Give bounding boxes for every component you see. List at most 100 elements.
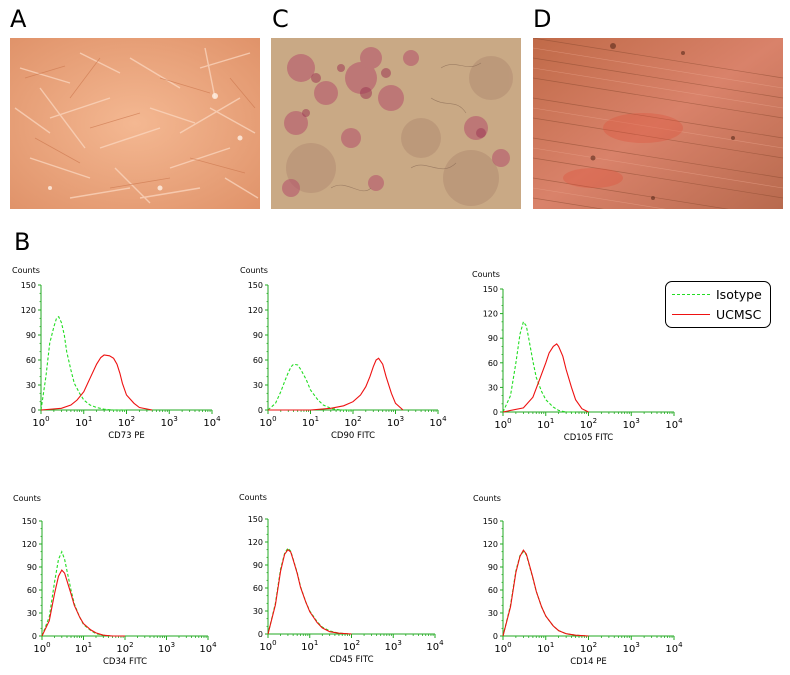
- x-tick-label: 102: [344, 415, 361, 429]
- x-tick-label: 101: [75, 641, 92, 655]
- y-tick-label: 0: [258, 630, 263, 639]
- x-tick-label: 103: [385, 639, 402, 653]
- x-tick-label: 100: [32, 415, 49, 429]
- x-tick-label: 100: [259, 415, 276, 429]
- y-axis-title: Counts: [239, 493, 267, 502]
- micrograph-c: [271, 38, 521, 209]
- x-tick-label: 100: [494, 641, 511, 655]
- x-tick-label: 103: [158, 641, 175, 655]
- series-ucmsc: [268, 357, 404, 411]
- y-axis-title: Counts: [13, 494, 41, 503]
- y-tick-label: 0: [493, 408, 498, 417]
- y-tick-label: 60: [488, 359, 498, 368]
- y-tick-label: 30: [27, 609, 37, 618]
- y-axis-title: Counts: [12, 266, 40, 275]
- series-isotype: [40, 315, 127, 411]
- y-tick-label: 0: [258, 406, 263, 415]
- y-tick-label: 90: [488, 334, 498, 343]
- x-axis-label: CD105 FITC: [564, 433, 613, 443]
- x-tick-label: 104: [203, 415, 221, 429]
- x-tick-label: 104: [665, 417, 683, 431]
- legend-label-ucmsc: UCMSC: [716, 306, 762, 322]
- x-tick-label: 102: [118, 415, 135, 429]
- panel-label-b: B: [14, 228, 31, 256]
- x-tick-label: 101: [302, 415, 319, 429]
- y-tick-label: 90: [488, 563, 498, 572]
- x-tick-label: 100: [494, 417, 511, 431]
- x-tick-label: 101: [301, 639, 318, 653]
- y-tick-label: 30: [253, 381, 263, 390]
- y-tick-label: 150: [483, 517, 498, 526]
- series-isotype: [502, 550, 589, 637]
- legend-item-ucmsc: UCMSC: [672, 304, 761, 324]
- y-tick-label: 90: [253, 561, 263, 570]
- x-axis-label: CD45 FITC: [329, 655, 373, 665]
- y-axis-title: Counts: [240, 266, 268, 275]
- micrograph-d: [533, 38, 783, 209]
- y-tick-label: 60: [26, 356, 36, 365]
- x-axis-label: CD14 PE: [570, 657, 607, 667]
- y-tick-label: 150: [483, 285, 498, 294]
- y-tick-label: 60: [27, 586, 37, 595]
- legend: Isotype UCMSC: [665, 281, 771, 328]
- x-tick-label: 103: [623, 417, 640, 431]
- y-tick-label: 120: [483, 310, 498, 319]
- histogram-5: Counts 0 30 60 90 120 150 100 101 102 103 104 CD45 F…: [239, 493, 444, 665]
- panel-label-d: D: [533, 5, 552, 33]
- x-tick-label: 100: [259, 639, 276, 653]
- series-isotype: [502, 320, 576, 413]
- y-tick-label: 90: [26, 331, 36, 340]
- y-tick-label: 150: [248, 515, 263, 524]
- x-tick-label: 103: [387, 415, 404, 429]
- histogram-3: Counts 0 30 60 90 120 150 100 101 102 103 104 CD105 …: [472, 270, 683, 443]
- histogram-1: Counts 0 30 60 90 120 150 100 101 102 103 104 CD73 P…: [12, 266, 221, 441]
- series-isotype: [267, 547, 352, 635]
- x-axis-label: CD34 FITC: [103, 657, 147, 667]
- x-tick-label: 101: [537, 641, 554, 655]
- x-tick-label: 104: [426, 639, 444, 653]
- x-tick-label: 102: [580, 641, 597, 655]
- y-tick-label: 30: [488, 609, 498, 618]
- y-tick-label: 30: [488, 383, 498, 392]
- y-tick-label: 60: [253, 356, 263, 365]
- y-axis-title: Counts: [472, 270, 500, 279]
- x-tick-label: 103: [161, 415, 178, 429]
- x-tick-label: 102: [343, 639, 360, 653]
- y-tick-label: 120: [483, 540, 498, 549]
- y-tick-label: 90: [27, 563, 37, 572]
- histogram-6: Counts 0 30 60 90 120 150 100 101 102 103 104 CD14 P…: [473, 494, 683, 667]
- x-tick-label: 102: [116, 641, 133, 655]
- y-tick-label: 120: [248, 538, 263, 547]
- y-tick-label: 120: [22, 540, 37, 549]
- histogram-4: Counts 0 30 60 90 120 150 100 101 102 103 104 CD34 F…: [13, 494, 217, 667]
- y-tick-label: 30: [253, 607, 263, 616]
- x-tick-label: 101: [75, 415, 92, 429]
- x-tick-label: 104: [665, 641, 683, 655]
- y-tick-label: 90: [253, 331, 263, 340]
- y-tick-label: 150: [21, 281, 36, 290]
- x-tick-label: 103: [623, 641, 640, 655]
- y-tick-label: 60: [488, 586, 498, 595]
- series-ucmsc: [267, 548, 352, 635]
- x-tick-label: 101: [537, 417, 554, 431]
- series-isotype: [267, 363, 353, 411]
- series-ucmsc: [40, 354, 153, 411]
- x-tick-label: 104: [199, 641, 217, 655]
- x-tick-label: 104: [429, 415, 447, 429]
- histogram-2: Counts 0 30 60 90 120 150 100 101 102 103 104 CD90 F…: [240, 266, 447, 441]
- y-tick-label: 120: [248, 306, 263, 315]
- y-axis-title: Counts: [473, 494, 501, 503]
- series-ucmsc: [41, 569, 125, 637]
- legend-swatch-isotype: [672, 293, 710, 295]
- y-tick-label: 0: [32, 632, 37, 641]
- legend-label-isotype: Isotype: [716, 286, 762, 302]
- y-tick-label: 150: [248, 281, 263, 290]
- y-tick-label: 150: [22, 517, 37, 526]
- series-ucmsc: [502, 549, 589, 637]
- x-tick-label: 102: [580, 417, 597, 431]
- y-tick-label: 30: [26, 381, 36, 390]
- x-tick-label: 100: [33, 641, 50, 655]
- x-axis-label: CD73 PE: [108, 431, 145, 441]
- x-axis-label: CD90 FITC: [331, 431, 375, 441]
